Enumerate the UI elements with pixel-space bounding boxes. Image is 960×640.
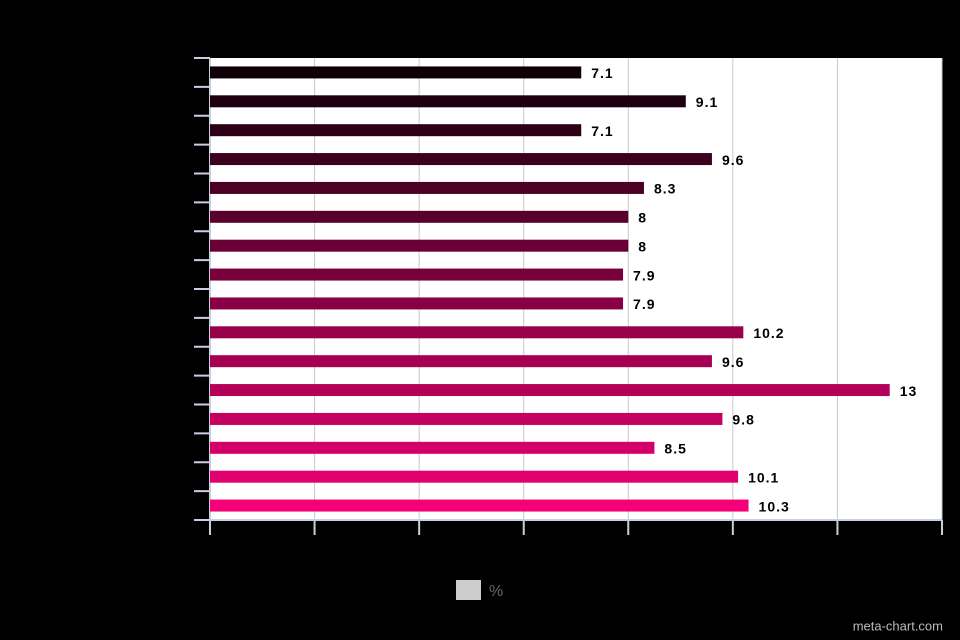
value-label: 7.1 — [591, 65, 613, 81]
value-label: 9.1 — [696, 94, 718, 110]
bar — [210, 384, 890, 397]
bar — [210, 268, 624, 281]
value-label: 8.3 — [654, 181, 676, 197]
bar — [210, 124, 582, 137]
bar — [210, 95, 686, 108]
value-label: 9.8 — [732, 412, 754, 428]
value-label: 13 — [900, 383, 918, 399]
bar — [210, 153, 712, 166]
bar — [210, 181, 644, 194]
bar — [210, 412, 723, 425]
value-label: 7.9 — [633, 296, 655, 312]
value-label: 10.3 — [759, 498, 790, 514]
bar — [210, 326, 744, 339]
bar — [210, 297, 624, 310]
legend-swatch — [456, 580, 481, 600]
value-label: 9.6 — [722, 152, 744, 168]
value-label: 10.2 — [753, 325, 784, 341]
bar — [210, 441, 655, 454]
value-label: 7.9 — [633, 267, 655, 283]
value-label: 7.1 — [591, 123, 613, 139]
value-label: 9.6 — [722, 354, 744, 370]
watermark: meta-chart.com — [853, 618, 943, 633]
bar — [210, 499, 749, 512]
bar — [210, 470, 739, 483]
value-label: 8 — [638, 238, 647, 254]
bar — [210, 210, 629, 223]
bar — [210, 355, 712, 368]
legend-label: % — [489, 583, 503, 600]
value-label: 8.5 — [664, 441, 686, 457]
bar — [210, 239, 629, 252]
bar — [210, 66, 582, 79]
value-label: 10.1 — [748, 469, 779, 485]
value-label: 8 — [638, 210, 647, 226]
